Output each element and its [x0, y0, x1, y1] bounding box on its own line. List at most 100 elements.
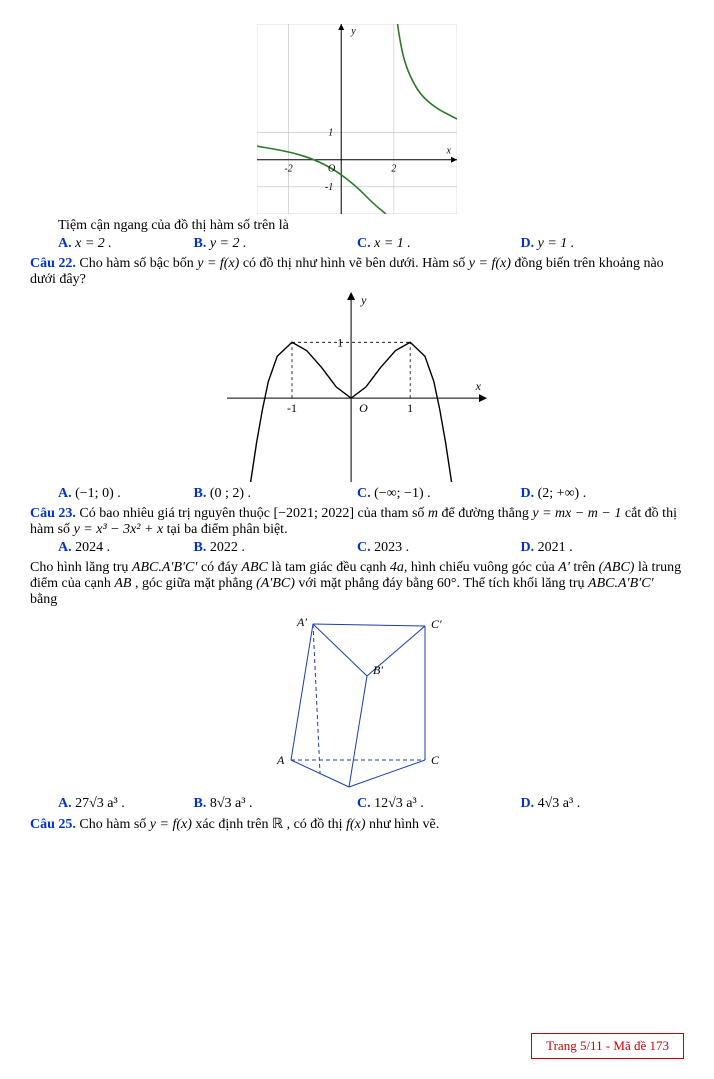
q23-t5: tại ba điểm phân biệt. — [163, 522, 287, 537]
svg-text:1: 1 — [337, 335, 343, 349]
q24-t8: với mặt phẳng đáy bằng — [295, 576, 437, 591]
q23-a: 2024 . — [75, 540, 110, 555]
q24-b: 8√3 a³ . — [210, 796, 253, 811]
q23-t1: Có bao nhiêu giá trị nguyên thuộc — [76, 506, 274, 521]
svg-text:2: 2 — [391, 164, 396, 175]
q23-b: 2022 . — [210, 540, 245, 555]
q23-c: 2023 . — [374, 540, 409, 555]
opt-label: B. — [194, 486, 210, 501]
q24-eq6: AB — [114, 576, 131, 591]
q25-t1: Cho hàm số — [76, 817, 150, 832]
q23-eq1: y = mx − m − 1 — [532, 506, 621, 521]
svg-text:x: x — [446, 146, 452, 157]
opt-label: C. — [357, 796, 374, 811]
q24-eq5: (ABC) — [599, 560, 635, 575]
svg-text:1: 1 — [328, 128, 333, 139]
q24-t2: có đáy — [197, 560, 241, 575]
q24-eq9: ABC.A′B′C′ — [588, 576, 654, 591]
svg-text:C: C — [431, 753, 440, 767]
q24-a: 27√3 a³ . — [75, 796, 125, 811]
q24-prism: A B C A′ B′ C′ — [30, 612, 684, 792]
graph2-svg: -1 1 1 Ox y — [227, 292, 487, 482]
q25-t4: như hình vẽ. — [366, 817, 440, 832]
q24-t4: , hình chiếu vuông góc của — [404, 560, 558, 575]
q25-eq2: ℝ — [272, 817, 283, 832]
q24-t5: trên — [570, 560, 599, 575]
svg-text:1: 1 — [407, 401, 413, 415]
svg-text:x: x — [475, 379, 482, 393]
q25-t3: , có đồ thị — [283, 817, 346, 832]
q24-text: Cho hình lăng trụ ABC.A′B′C′ có đáy ABC … — [30, 560, 684, 608]
opt-label: A. — [58, 796, 75, 811]
q23-options: A. 2024 . B. 2022 . C. 2023 . D. 2021 . — [30, 540, 684, 556]
q22-t2: có đồ thị như hình vẽ bên dưới. Hàm số — [239, 256, 468, 271]
q23-d: 2021 . — [538, 540, 573, 555]
q24-eq4: A′ — [558, 560, 570, 575]
opt-label: D. — [521, 796, 538, 811]
q21-options: A. x = 2 . B. y = 2 . C. x = 1 . D. y = … — [30, 236, 684, 252]
q21-graph: -2 2 1 -1 Ox y — [30, 24, 684, 214]
q21-text: Tiệm cận ngang của đồ thị hàm số trên là — [30, 218, 684, 234]
q24-t7: , góc giữa mặt phẳng — [131, 576, 256, 591]
svg-text:-2: -2 — [284, 164, 292, 175]
q22-eq2: y = f(x) — [469, 256, 511, 271]
q24-eq2: ABC — [241, 560, 267, 575]
q23-int: [−2021; 2022] — [273, 506, 354, 521]
q24-eq8: 60° — [437, 576, 457, 591]
q21-b: y = 2 . — [210, 236, 247, 251]
q22-graph: -1 1 1 Ox y — [30, 292, 684, 482]
q23-t2: của tham số — [354, 506, 428, 521]
q23-text: Câu 23. Có bao nhiêu giá trị nguyên thuộ… — [30, 506, 684, 538]
svg-text:O: O — [328, 164, 335, 175]
q21-c: x = 1 . — [374, 236, 411, 251]
svg-text:A′: A′ — [296, 615, 307, 629]
q22-a: (−1; 0) . — [75, 486, 121, 501]
q24-d: 4√3 a³ . — [538, 796, 581, 811]
q25-eq3: f(x) — [346, 817, 365, 832]
page-footer: Trang 5/11 - Mã đề 173 — [30, 1033, 684, 1059]
q21-d: y = 1 . — [538, 236, 575, 251]
q25-label: Câu 25. — [30, 817, 76, 832]
q22-t1: Cho hàm số bậc bốn — [76, 256, 197, 271]
q22-b: (0 ; 2) . — [210, 486, 251, 501]
q22-eq1: y = f(x) — [197, 256, 239, 271]
svg-text:-1: -1 — [325, 182, 333, 193]
svg-text:A: A — [276, 753, 285, 767]
opt-label: D. — [521, 540, 538, 555]
q24-eq3: 4a — [390, 560, 404, 575]
footer-box: Trang 5/11 - Mã đề 173 — [531, 1033, 684, 1059]
opt-label: A. — [58, 540, 75, 555]
q22-label: Câu 22. — [30, 256, 76, 271]
q24-t10: bằng — [30, 592, 57, 607]
svg-text:y: y — [360, 293, 367, 307]
q22-d: (2; +∞) . — [538, 486, 587, 501]
q22-text: Câu 22. Cho hàm số bậc bốn y = f(x) có đ… — [30, 256, 684, 288]
svg-text:O: O — [359, 401, 368, 415]
svg-text:B′: B′ — [373, 663, 383, 677]
q25-eq1: y = f(x) — [150, 817, 192, 832]
q22-c: (−∞; −1) . — [374, 486, 431, 501]
opt-label: A. — [58, 236, 75, 251]
prism-svg: A B C A′ B′ C′ — [267, 612, 447, 792]
q23-t3: để đường thẳng — [438, 506, 532, 521]
opt-label: A. — [58, 486, 75, 501]
q25-text: Câu 25. Cho hàm số y = f(x) xác định trê… — [30, 816, 684, 833]
q24-t1: Cho hình lăng trụ — [30, 560, 132, 575]
q24-t3: là tam giác đều cạnh — [268, 560, 390, 575]
svg-text:C′: C′ — [431, 617, 442, 631]
opt-label: B. — [194, 236, 210, 251]
q24-eq7: (A′BC) — [256, 576, 295, 591]
svg-text:B: B — [345, 790, 353, 792]
q24-t9: . Thể tích khối lăng trụ — [456, 576, 588, 591]
opt-label: C. — [357, 540, 374, 555]
graph1-svg: -2 2 1 -1 Ox y — [257, 24, 457, 214]
q24-c: 12√3 a³ . — [374, 796, 424, 811]
svg-text:-1: -1 — [287, 401, 297, 415]
opt-label: D. — [521, 236, 538, 251]
q24-eq1: ABC.A′B′C′ — [132, 560, 198, 575]
opt-label: C. — [357, 236, 374, 251]
q24-options: A. 27√3 a³ . B. 8√3 a³ . C. 12√3 a³ . D.… — [30, 796, 684, 812]
q21-a: x = 2 . — [75, 236, 112, 251]
svg-text:y: y — [350, 26, 356, 37]
q23-label: Câu 23. — [30, 506, 76, 521]
